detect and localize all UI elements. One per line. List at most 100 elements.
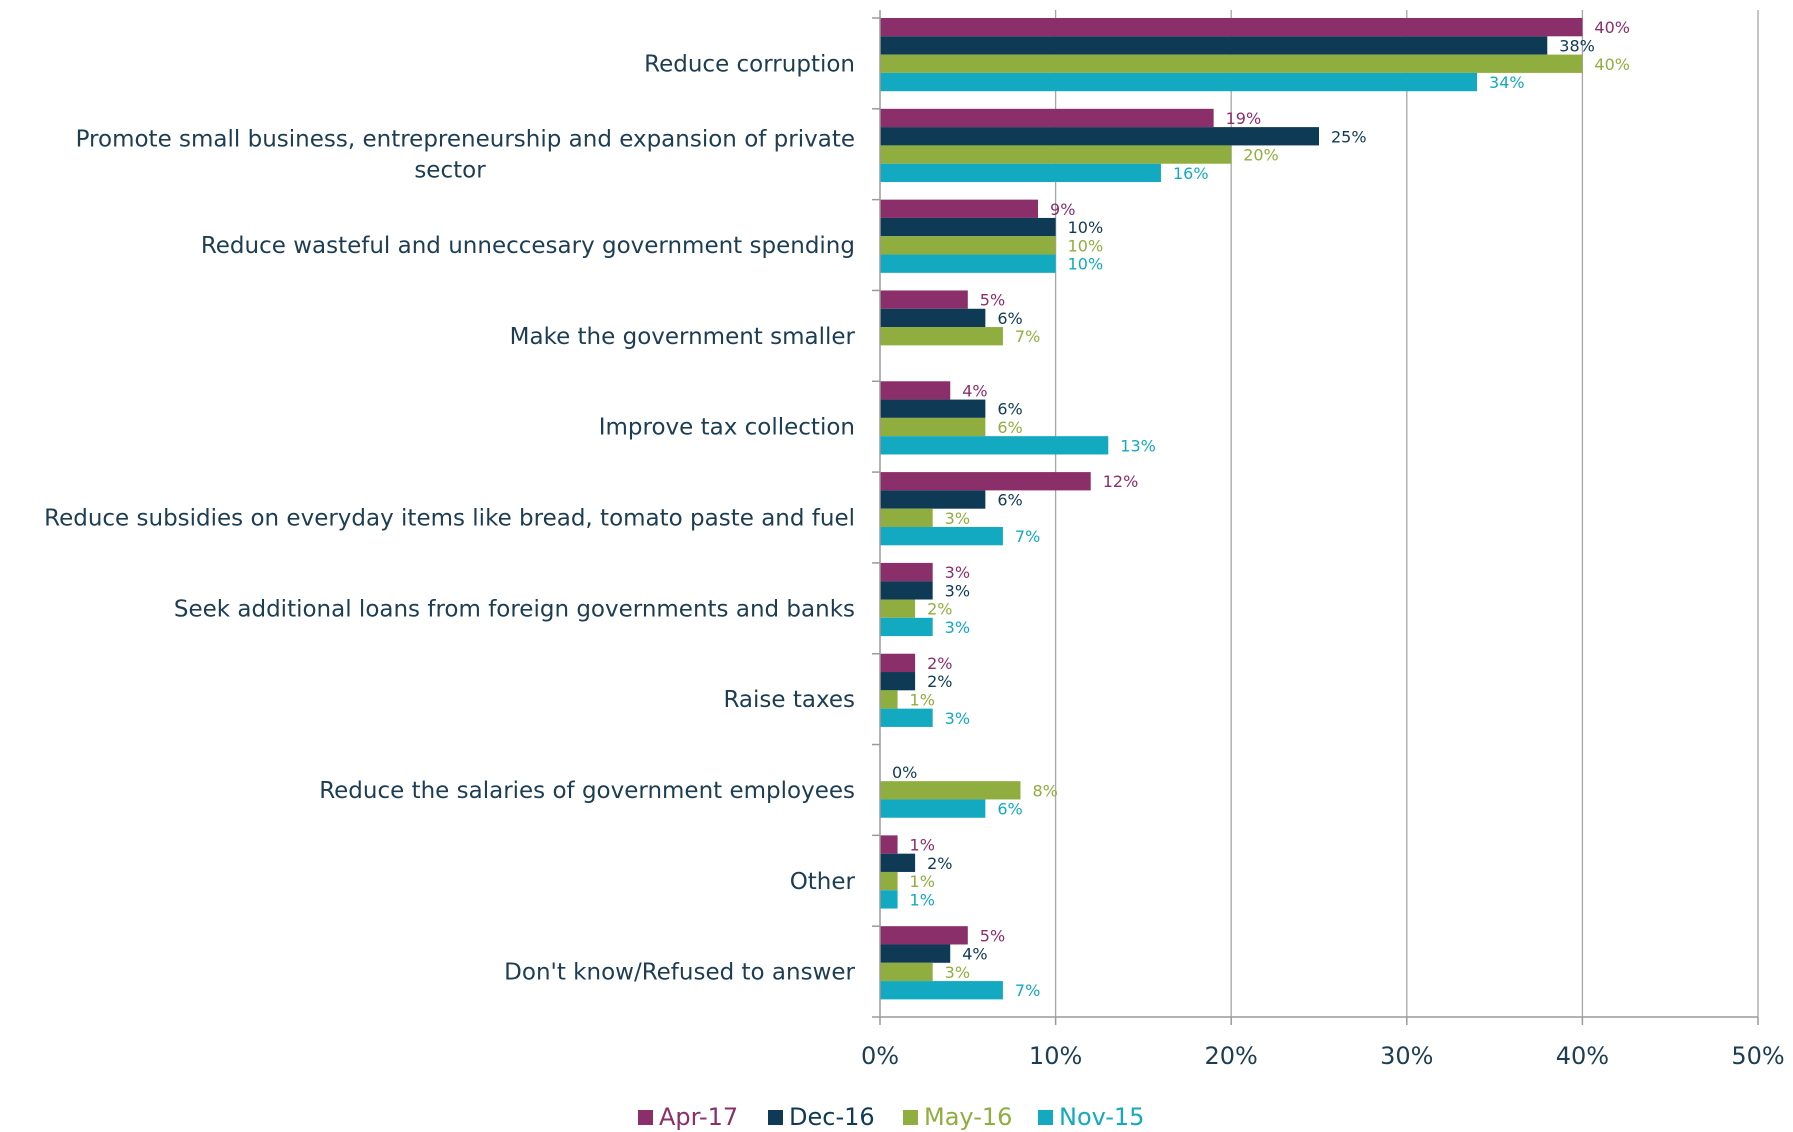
- data-label: 2%: [927, 672, 952, 691]
- bar-dec-16: [880, 36, 1548, 55]
- data-label: 3%: [945, 581, 970, 600]
- data-label: 40%: [1594, 55, 1630, 74]
- data-label: 3%: [945, 963, 970, 982]
- bar-apr-17: [880, 472, 1091, 491]
- data-label: 6%: [997, 400, 1022, 419]
- data-label: 6%: [997, 418, 1022, 437]
- data-label: 3%: [945, 563, 970, 582]
- bar-nov-15: [880, 981, 1003, 1000]
- category-label: Don't know/Refused to answer: [504, 960, 855, 986]
- category-label: Reduce corruption: [644, 51, 855, 77]
- category-label: Raise taxes: [723, 687, 855, 713]
- data-label: 5%: [980, 926, 1005, 945]
- legend-swatch: [768, 1110, 783, 1125]
- bars: [880, 18, 1583, 1000]
- category-label: Make the government smaller: [510, 324, 856, 350]
- bar-may-16: [880, 690, 898, 709]
- x-tick-label: 40%: [1556, 1042, 1609, 1070]
- data-label: 10%: [1068, 236, 1104, 255]
- bar-dec-16: [880, 127, 1319, 146]
- bar-apr-17: [880, 18, 1583, 37]
- bar-may-16: [880, 962, 933, 982]
- bar-may-16: [880, 54, 1583, 73]
- data-label: 1%: [910, 836, 935, 855]
- bar-apr-17: [880, 653, 916, 673]
- data-label: 40%: [1594, 18, 1630, 37]
- bar-may-16: [880, 145, 1232, 164]
- bar-dec-16: [880, 672, 916, 691]
- bar-nov-15: [880, 72, 1478, 92]
- bar-may-16: [880, 871, 898, 891]
- data-label: 10%: [1068, 218, 1104, 237]
- bar-dec-16: [880, 853, 916, 872]
- legend-swatch: [1038, 1110, 1053, 1125]
- data-label: 5%: [980, 291, 1005, 310]
- data-label: 34%: [1489, 73, 1525, 92]
- legend: Apr-17 Dec-16 May-16 Nov-15: [638, 1103, 1144, 1131]
- data-label: 7%: [1015, 327, 1040, 346]
- category-label: Seek additional loans from foreign gover…: [174, 596, 855, 622]
- gridlines: [1054, 10, 1759, 1017]
- data-label: 1%: [910, 872, 935, 891]
- category-labels: Reduce corruption Promote small business,…: [44, 51, 855, 985]
- legend-swatch: [903, 1110, 918, 1125]
- bar-apr-17: [880, 199, 1039, 218]
- data-label: 16%: [1173, 164, 1209, 183]
- bar-dec-16: [880, 581, 933, 600]
- data-label: 2%: [927, 654, 952, 673]
- data-label: 12%: [1103, 472, 1139, 491]
- data-label: 6%: [997, 800, 1022, 819]
- data-label: 1%: [910, 890, 935, 909]
- bar-may-16: [880, 508, 933, 527]
- data-label: 10%: [1068, 255, 1104, 274]
- data-label: 2%: [927, 600, 952, 619]
- bar-nov-15: [880, 436, 1109, 455]
- bar-nov-15: [880, 163, 1161, 183]
- data-label: 3%: [945, 509, 970, 528]
- x-tick-label: 30%: [1380, 1042, 1433, 1070]
- x-tick-label: 0%: [861, 1042, 899, 1070]
- data-label: 0%: [892, 763, 917, 782]
- legend-label: Apr-17: [659, 1103, 738, 1131]
- data-label: 13%: [1120, 436, 1156, 455]
- bar-nov-15: [880, 526, 1003, 546]
- category-label: Promote small business, entrepreneurship…: [76, 127, 855, 153]
- bar-apr-17: [880, 926, 968, 945]
- data-label: 19%: [1226, 109, 1262, 128]
- data-label: 20%: [1243, 146, 1279, 165]
- bar-apr-17: [880, 108, 1214, 128]
- data-label: 4%: [962, 945, 987, 964]
- data-label: 1%: [910, 690, 935, 709]
- category-label: Improve tax collection: [599, 415, 855, 441]
- data-label: 9%: [1050, 200, 1075, 219]
- category-label: Reduce subsidies on everyday items like …: [44, 506, 855, 532]
- category-label: sector: [414, 158, 486, 184]
- bar-may-16: [880, 599, 916, 618]
- bar-dec-16: [880, 399, 986, 418]
- legend-label: Nov-15: [1059, 1103, 1144, 1131]
- category-label: Reduce wasteful and unneccesary governme…: [201, 233, 855, 259]
- data-label: 6%: [997, 491, 1022, 510]
- x-tick-label: 10%: [1029, 1042, 1082, 1070]
- bar-apr-17: [880, 562, 933, 582]
- bar-apr-17: [880, 835, 898, 854]
- data-label: 7%: [1015, 981, 1040, 1000]
- category-label: Reduce the salaries of government employ…: [319, 778, 855, 804]
- bar-may-16: [880, 417, 986, 437]
- bar-may-16: [880, 781, 1021, 800]
- x-tick-labels: 0% 10% 20% 30% 40% 50%: [861, 1042, 1785, 1070]
- legend-label: May-16: [924, 1103, 1012, 1131]
- data-labels: 40%19%9%5%4%12%3%2%1%5%38%25%10%6%6%6%3%…: [892, 18, 1630, 1000]
- data-label: 2%: [927, 854, 952, 873]
- bar-dec-16: [880, 217, 1056, 237]
- x-tick-label: 20%: [1205, 1042, 1258, 1070]
- bar-nov-15: [880, 708, 933, 727]
- bar-may-16: [880, 327, 1003, 346]
- x-tick-label: 50%: [1731, 1042, 1784, 1070]
- legend-swatch: [638, 1110, 653, 1125]
- legend-label: Dec-16: [789, 1103, 875, 1131]
- data-label: 8%: [1032, 781, 1057, 800]
- bar-apr-17: [880, 381, 951, 400]
- data-label: 3%: [945, 618, 970, 637]
